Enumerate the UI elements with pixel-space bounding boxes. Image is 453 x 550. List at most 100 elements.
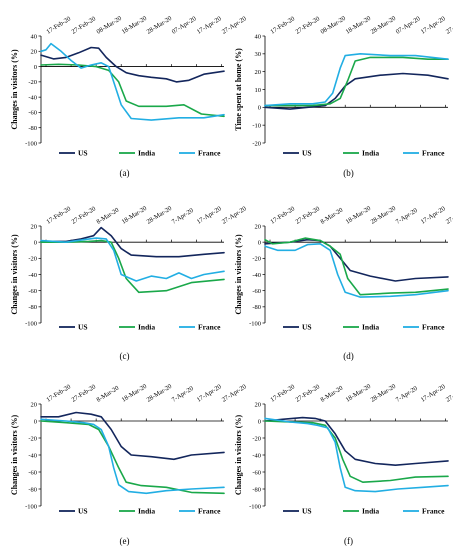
y-axis-title: Changes in visitors (%) (10, 234, 19, 315)
panel-label: (a) (120, 168, 130, 178)
x-tick-label: 27-Apr-20 (445, 205, 453, 225)
x-tick-label: 28-Mar-20 (146, 383, 173, 404)
y-tick-label: -100 (249, 503, 261, 510)
legend-label: US (302, 323, 312, 332)
y-axis-title: Changes in visitors (%) (234, 415, 243, 496)
series-line-france (264, 243, 449, 298)
series-line-france (264, 52, 449, 107)
x-tick-label: 27-Apr-20 (221, 383, 248, 403)
x-tick-label: 27-Apr-20 (221, 205, 248, 225)
x-tick-label: 07-Apr-20 (395, 15, 422, 35)
x-tick-label: 17-Feb-20 (45, 383, 72, 403)
y-tick-label: -100 (25, 140, 37, 147)
x-tick-label: 7-Apr-20 (395, 207, 419, 226)
legend-label: France (422, 149, 445, 158)
y-tick-label: 20 (255, 69, 262, 76)
x-tick-label: 18-Mar-20 (121, 383, 148, 404)
y-tick-label: -60 (28, 110, 37, 117)
y-tick-label: -100 (25, 320, 37, 327)
legend-label: India (362, 323, 379, 332)
y-tick-label: 0 (258, 105, 261, 112)
y-tick-label: 40 (31, 33, 38, 40)
y-tick-label: 20 (31, 223, 38, 230)
x-tick-label: 28-Mar-20 (146, 15, 173, 36)
x-tick-label: 27-Feb-20 (294, 383, 321, 403)
legend-label: France (198, 507, 221, 516)
x-tick-label: 18-Mar-20 (121, 205, 148, 226)
x-tick-label: 17-Feb-20 (269, 383, 296, 403)
y-tick-label: -60 (28, 469, 37, 476)
x-tick-label: 18-Mar-20 (345, 205, 372, 226)
series-line-france (264, 417, 449, 493)
series-line-france (40, 237, 225, 282)
x-tick-label: 8-Mar-20 (320, 385, 345, 404)
legend-label: India (138, 323, 155, 332)
series-line-india (264, 56, 449, 107)
legend-label: France (422, 507, 445, 516)
legend: US India France (59, 323, 221, 332)
x-tick-label: 18-Mar-20 (345, 15, 372, 36)
legend-label: US (78, 323, 88, 332)
y-tick-label: -80 (28, 304, 37, 311)
series-line-india (264, 420, 449, 484)
x-tick-label: 07-Apr-20 (171, 15, 198, 35)
y-tick-label: -80 (252, 486, 261, 493)
x-tick-label: 17-Apr-20 (420, 205, 447, 225)
y-axis-title: Changes in visitors (%) (10, 49, 19, 130)
legend-label: India (138, 507, 155, 516)
y-tick-label: -20 (252, 140, 261, 147)
y-tick-label: 0 (258, 239, 261, 246)
x-tick-label: 28-Mar-20 (370, 383, 397, 404)
x-tick-label: 17-Feb-20 (45, 15, 72, 35)
y-tick-label: -60 (28, 288, 37, 295)
x-tick-label: 27-Apr-20 (445, 383, 453, 403)
y-tick-label: -40 (28, 94, 37, 101)
panel-label: (d) (343, 351, 354, 361)
legend-label: US (78, 507, 88, 516)
x-tick-label: 7-Apr-20 (395, 385, 419, 404)
y-tick-label: -40 (28, 452, 37, 459)
series-line-us (40, 411, 225, 461)
x-tick-label: 7-Apr-20 (171, 385, 195, 404)
series-line-us (264, 238, 449, 282)
legend-label: US (302, 507, 312, 516)
legend-label: India (362, 507, 379, 516)
chart-panel: -100 -80 -60 -40 -20 0 20 40 Changes in visitors… (10, 15, 248, 178)
x-tick-label: 27-Apr-20 (221, 15, 248, 35)
panel-label: (f) (344, 536, 353, 546)
x-tick-label: 8-Mar-20 (320, 207, 345, 226)
x-tick-label: 17-Apr-20 (196, 205, 223, 225)
y-tick-label: -20 (252, 435, 261, 442)
legend: US India France (59, 149, 221, 158)
y-tick-label: 10 (255, 87, 262, 94)
y-axis-title: Time spent at home (%) (234, 48, 243, 131)
y-tick-label: -100 (25, 503, 37, 510)
y-tick-label: 0 (34, 418, 37, 425)
legend-label: France (198, 149, 221, 158)
legend: US India France (283, 507, 445, 516)
y-tick-label: 0 (34, 239, 37, 246)
legend-label: France (198, 323, 221, 332)
y-tick-label: -40 (252, 452, 261, 459)
x-tick-label: 27-Feb-20 (70, 205, 97, 225)
y-tick-label: -20 (28, 79, 37, 86)
y-tick-label: 20 (255, 401, 262, 408)
y-tick-label: -20 (28, 256, 37, 263)
x-tick-label: 27-Apr-20 (445, 15, 453, 35)
x-tick-label: 27-Feb-20 (294, 205, 321, 225)
x-tick-label: 8-Mar-20 (96, 207, 121, 226)
legend-label: India (138, 149, 155, 158)
panel-label: (b) (343, 168, 354, 178)
y-tick-label: -60 (252, 288, 261, 295)
x-tick-label: 17-Apr-20 (420, 383, 447, 403)
x-tick-label: 18-Mar-20 (121, 15, 148, 36)
panel-label: (e) (120, 536, 130, 546)
series-line-india (40, 239, 225, 294)
chart-panel: -20 -10 0 10 20 30 40 Time spent at home (%) 17-… (234, 15, 453, 178)
y-axis-title: Changes in visitors (%) (234, 234, 243, 315)
y-tick-label: -40 (252, 272, 261, 279)
y-tick-label: -100 (249, 320, 261, 327)
series-line-us (40, 226, 225, 258)
y-tick-label: -20 (28, 435, 37, 442)
